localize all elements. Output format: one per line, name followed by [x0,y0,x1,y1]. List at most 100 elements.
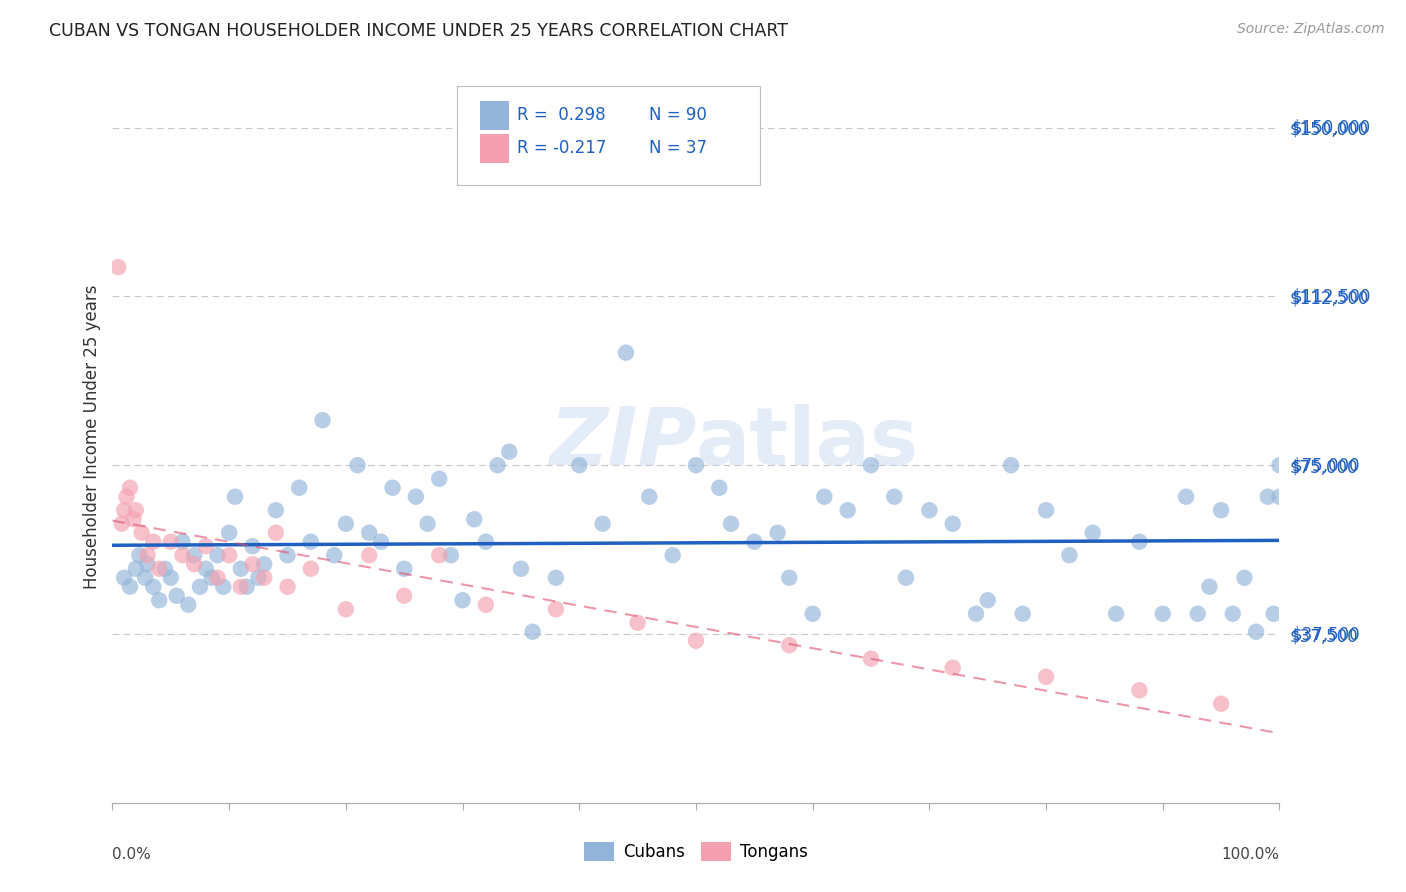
Point [229,580,252,594]
Point [188,580,211,594]
Point [142,534,165,549]
Point [1244,624,1267,639]
Point [614,345,637,359]
Point [136,548,159,562]
Point [276,580,298,594]
Point [136,558,159,572]
Point [212,580,235,594]
Point [118,481,141,495]
Point [299,534,322,549]
Point [115,490,138,504]
Point [1152,607,1174,621]
Point [335,602,357,616]
Point [475,598,498,612]
Point [153,562,176,576]
Point [405,490,427,504]
Text: CUBAN VS TONGAN HOUSEHOLDER INCOME UNDER 25 YEARS CORRELATION CHART: CUBAN VS TONGAN HOUSEHOLDER INCOME UNDER… [49,22,789,40]
Y-axis label: Householder Income Under 25 years: Householder Income Under 25 years [83,285,101,590]
Point [416,516,439,531]
Point [111,516,134,531]
Point [475,534,498,549]
Point [661,548,683,562]
Text: 0.0%: 0.0% [112,847,152,862]
Point [813,490,835,504]
Point [359,525,381,540]
Point [976,593,998,607]
Point [801,607,824,621]
Point [1233,571,1256,585]
Point [160,571,183,585]
Point [1211,697,1233,711]
Point [544,571,567,585]
Point [568,458,591,473]
Point [134,571,156,585]
Point [253,558,276,572]
FancyBboxPatch shape [457,86,761,185]
Point [177,598,200,612]
Point [1011,607,1033,621]
Point [427,548,450,562]
Point [346,458,368,473]
Point [276,548,298,562]
Point [894,571,917,585]
Point [224,490,246,504]
Text: $150,000: $150,000 [1291,119,1371,136]
Point [1257,490,1279,504]
Point [509,562,531,576]
Point [1175,490,1198,504]
Legend: Cubans, Tongans: Cubans, Tongans [578,835,814,868]
Point [685,458,707,473]
Point [229,562,252,576]
Point [359,548,381,562]
Point [112,571,135,585]
Point [172,548,194,562]
Point [766,525,789,540]
Point [235,580,257,594]
Point [1035,670,1057,684]
Point [1268,490,1291,504]
Text: $112,500: $112,500 [1291,287,1371,305]
Point [128,548,150,562]
Point [218,548,240,562]
Point [207,548,229,562]
Point [253,571,276,585]
Point [160,534,183,549]
Point [148,562,170,576]
Point [778,571,800,585]
Point [440,548,463,562]
Point [1268,458,1291,473]
Point [323,548,346,562]
Text: Source: ZipAtlas.com: Source: ZipAtlas.com [1237,22,1385,37]
FancyBboxPatch shape [479,134,509,163]
Point [427,472,450,486]
Point [744,534,766,549]
Text: 100.0%: 100.0% [1222,847,1279,862]
Point [522,624,544,639]
Point [1105,607,1128,621]
Point [592,516,614,531]
Point [172,534,194,549]
Point [451,593,474,607]
Point [627,615,650,630]
Point [544,602,567,616]
Point [242,558,264,572]
Point [288,481,311,495]
Point [778,638,800,652]
Point [118,580,141,594]
Point [860,458,883,473]
Point [918,503,941,517]
Point [107,260,129,275]
Text: N = 37: N = 37 [650,139,707,157]
Point [218,525,240,540]
Point [1059,548,1081,562]
Text: $37,500: $37,500 [1291,625,1360,643]
Point [498,444,520,458]
Point [1128,534,1150,549]
Point [394,562,416,576]
Point [1035,503,1057,517]
Point [148,593,170,607]
Point [242,539,264,553]
Point [183,548,205,562]
Point [1000,458,1022,473]
Text: ZIP: ZIP [548,404,696,482]
